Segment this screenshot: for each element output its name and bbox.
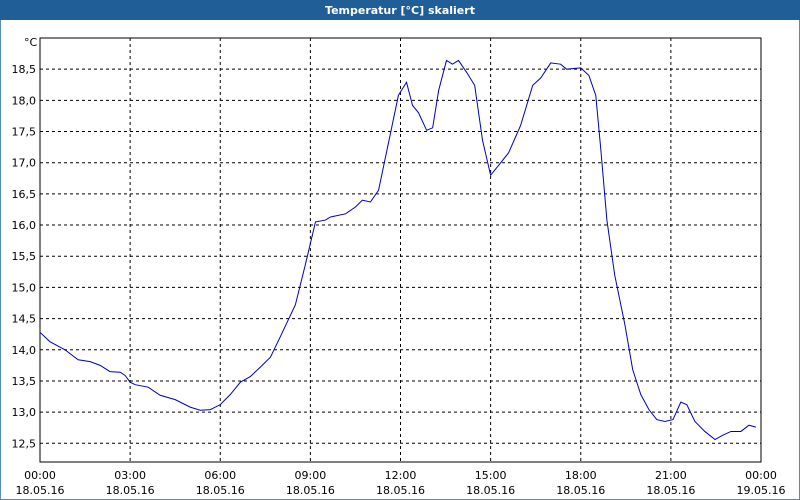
y-tick-label: 18,5 xyxy=(12,63,37,76)
x-tick-date: 18.05.16 xyxy=(376,484,425,497)
x-tick-label: 06:00 xyxy=(204,469,236,482)
plot: 12,5 13,0 13,5 14,0 14,5 15,0 15,5 16,0 16,5 17,0… xyxy=(12,37,786,497)
y-tick-label: 16,5 xyxy=(12,188,37,201)
x-tick-date: 18.05.16 xyxy=(106,484,155,497)
x-tick-date: 19.05.16 xyxy=(737,484,786,497)
plot-frame xyxy=(39,37,762,463)
x-tick-label: 00:00 xyxy=(24,469,56,482)
y-tick-label: 12,5 xyxy=(12,437,37,450)
x-tick-date: 18.05.16 xyxy=(556,484,605,497)
x-tick-label: 15:00 xyxy=(475,469,507,482)
x-tick-label: 21:00 xyxy=(655,469,687,482)
x-tick-label: 00:00 xyxy=(745,469,777,482)
x-tick-date: 18.05.16 xyxy=(286,484,335,497)
window-title: Temperatur [°C] skaliert xyxy=(325,4,475,17)
title-bar xyxy=(0,0,800,20)
x-tick-date: 18.05.16 xyxy=(466,484,515,497)
x-tick-label: 12:00 xyxy=(385,469,417,482)
y-unit: °C xyxy=(24,36,38,49)
x-tick-date: 18.05.16 xyxy=(646,484,695,497)
x-tick-label: 18:00 xyxy=(565,469,597,482)
y-tick-label: 15,5 xyxy=(12,250,37,263)
x-tick-date: 18.05.16 xyxy=(16,484,65,497)
data-line xyxy=(39,59,757,441)
x-tick-label: 03:00 xyxy=(114,469,146,482)
x-tick-date: 18.05.16 xyxy=(196,484,245,497)
y-tick-label: 14,5 xyxy=(12,313,37,326)
y-tick-label: 17,5 xyxy=(12,126,37,139)
x-tick-label: 09:00 xyxy=(295,469,327,482)
y-tick-label: 15,0 xyxy=(12,281,37,294)
y-tick-label: 13,0 xyxy=(12,406,37,419)
y-tick-label: 14,0 xyxy=(12,344,37,357)
y-tick-label: 16,0 xyxy=(12,219,37,232)
y-tick-label: 18,0 xyxy=(12,94,37,107)
y-tick-label: 17,0 xyxy=(12,157,37,170)
y-tick-label: 13,5 xyxy=(12,375,37,388)
